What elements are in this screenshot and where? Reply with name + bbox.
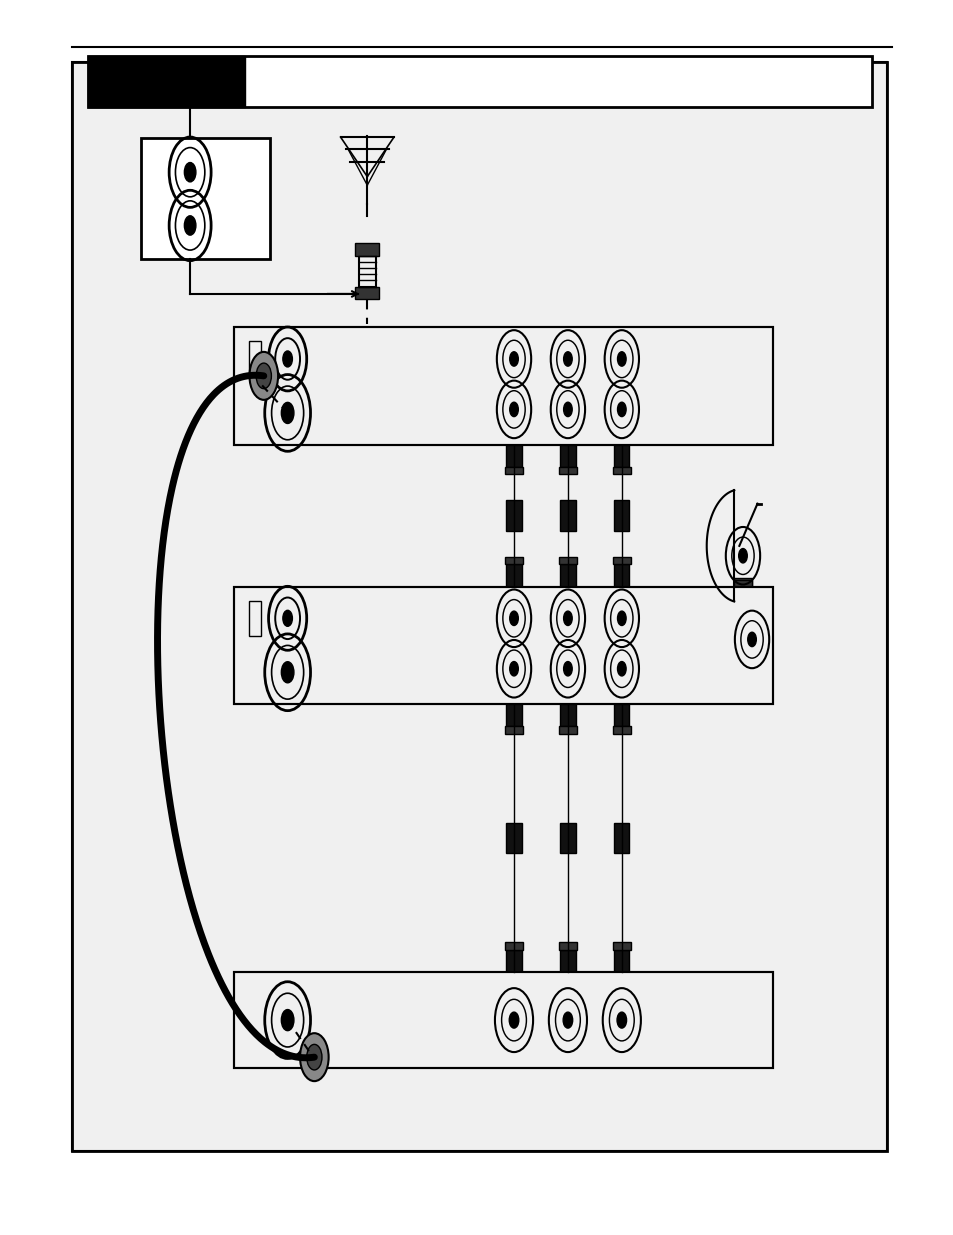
Bar — [612, 726, 630, 734]
Ellipse shape — [563, 611, 572, 625]
Ellipse shape — [249, 352, 278, 400]
Bar — [88, 56, 871, 107]
Ellipse shape — [563, 662, 572, 676]
Ellipse shape — [617, 1013, 626, 1028]
Bar — [358, 256, 375, 287]
Ellipse shape — [747, 632, 756, 647]
Bar — [506, 564, 521, 587]
Bar — [249, 341, 261, 377]
Bar — [558, 726, 577, 734]
Ellipse shape — [617, 403, 625, 416]
Ellipse shape — [509, 352, 517, 366]
Bar — [506, 445, 521, 467]
Bar — [141, 138, 270, 259]
Bar — [614, 823, 629, 853]
Bar — [506, 950, 521, 972]
Ellipse shape — [306, 1045, 321, 1070]
Bar — [233, 587, 772, 704]
Bar — [559, 564, 575, 587]
Ellipse shape — [738, 548, 746, 563]
Bar — [233, 972, 772, 1068]
Bar — [734, 578, 751, 593]
Bar — [614, 950, 629, 972]
Bar — [233, 327, 772, 445]
Bar — [233, 327, 772, 445]
Bar — [612, 467, 630, 474]
Bar — [558, 557, 577, 564]
Ellipse shape — [184, 163, 195, 182]
Bar — [614, 564, 629, 587]
Ellipse shape — [509, 1013, 518, 1028]
Bar — [558, 467, 577, 474]
Bar — [88, 56, 245, 107]
Bar — [506, 704, 521, 726]
Bar — [71, 62, 886, 1151]
Bar — [614, 445, 629, 467]
Bar — [249, 600, 261, 636]
Ellipse shape — [281, 662, 294, 683]
Bar — [559, 445, 575, 467]
Bar — [504, 726, 522, 734]
Ellipse shape — [281, 1009, 294, 1031]
Bar — [612, 942, 630, 950]
Ellipse shape — [299, 1034, 328, 1081]
Ellipse shape — [282, 351, 292, 367]
Bar — [559, 950, 575, 972]
Bar — [504, 557, 522, 564]
Bar — [734, 580, 751, 595]
Bar — [559, 823, 575, 853]
Bar — [559, 500, 575, 531]
Ellipse shape — [509, 611, 517, 625]
Ellipse shape — [563, 403, 572, 416]
Bar — [614, 704, 629, 726]
Bar — [71, 62, 886, 1151]
Ellipse shape — [562, 1013, 572, 1028]
Bar — [355, 243, 379, 256]
Bar — [737, 580, 748, 593]
Bar — [506, 500, 521, 531]
Ellipse shape — [255, 363, 271, 389]
Ellipse shape — [281, 403, 294, 424]
Bar — [614, 500, 629, 531]
Bar — [559, 704, 575, 726]
Bar — [558, 942, 577, 950]
Bar — [355, 287, 379, 299]
Ellipse shape — [617, 611, 625, 625]
Bar — [233, 972, 772, 1068]
Bar — [233, 587, 772, 704]
Bar — [504, 942, 522, 950]
Ellipse shape — [509, 403, 517, 416]
Ellipse shape — [617, 662, 625, 676]
Bar — [612, 557, 630, 564]
Ellipse shape — [184, 216, 195, 235]
Bar — [504, 467, 522, 474]
Ellipse shape — [617, 352, 625, 366]
Ellipse shape — [509, 662, 517, 676]
Ellipse shape — [282, 610, 292, 626]
Bar — [506, 823, 521, 853]
Ellipse shape — [563, 352, 572, 366]
